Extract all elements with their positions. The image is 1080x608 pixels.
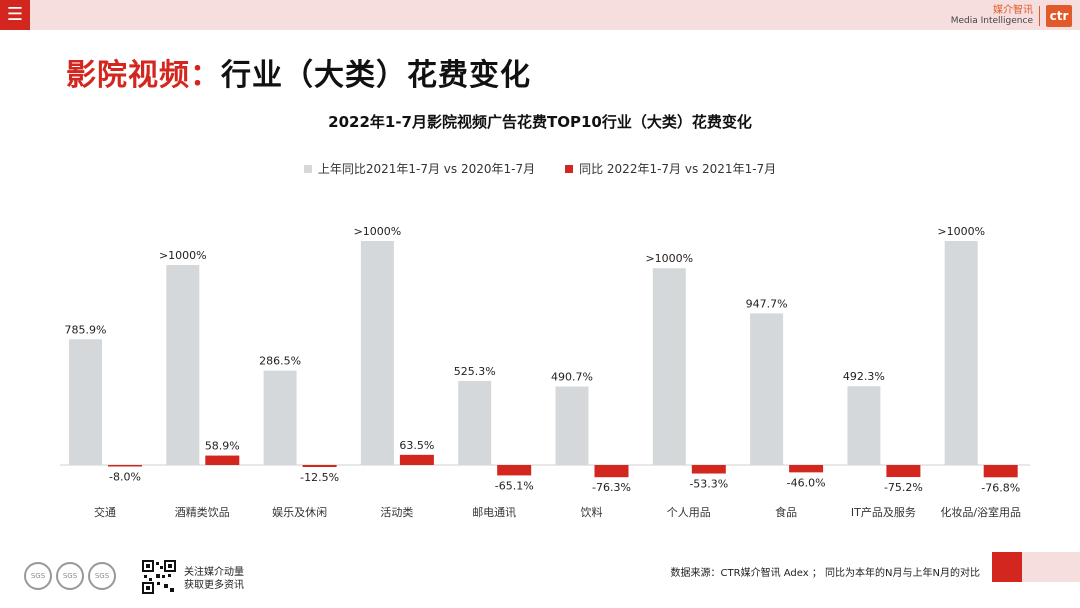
bar-current-year	[886, 465, 921, 478]
chart-legend: 上年同比2021年1-7月 vs 2020年1-7月 同比 2022年1-7月 …	[0, 160, 1080, 177]
bar-prev-year	[166, 265, 200, 465]
qr-code-icon[interactable]	[142, 560, 176, 594]
legend-label-prev-year: 上年同比2021年1-7月 vs 2020年1-7月	[317, 162, 536, 176]
certification-seals: SGS SGS SGS	[24, 562, 116, 590]
footer-pink-block	[1022, 552, 1080, 582]
data-label-current-year: -76.3%	[592, 481, 631, 494]
category-label: 化妆品/浴室用品	[940, 505, 1021, 519]
bar-current-year	[789, 465, 824, 473]
legend-item-current-year: 同比 2022年1-7月 vs 2021年1-7月	[565, 160, 776, 177]
bar-current-year	[302, 465, 337, 467]
data-label-prev-year: >1000%	[937, 225, 985, 238]
legend-swatch-red	[565, 164, 574, 173]
data-label-current-year: 63.5%	[399, 439, 434, 452]
chart-title: 2022年1-7月影院视频广告花费TOP10行业（大类）花费变化	[328, 113, 752, 131]
data-label-current-year: -76.8%	[981, 481, 1020, 494]
ctr-logo: 媒介智讯 Media Intelligence ctr	[951, 4, 1072, 28]
bar-chart: 785.9% -8.0% 交通 >1000% 58.9% 酒精类饮品 286.5% -12.5…	[60, 225, 1030, 519]
menu-icon[interactable]: ☰	[0, 0, 30, 30]
bar-prev-year	[555, 386, 589, 465]
sgs-seal-icon: SGS	[24, 562, 52, 590]
qr-caption: 关注媒介动量 获取更多资讯	[184, 566, 244, 592]
data-label-prev-year: >1000%	[159, 249, 207, 262]
category-label: 饮料	[581, 505, 603, 519]
data-label-current-year: -12.5%	[300, 471, 339, 484]
data-source-note: 数据来源：CTR媒介智讯 Adex ； 同比为本年的N月与上年N月的对比	[670, 568, 980, 579]
bar-current-year	[983, 465, 1018, 478]
category-label: 娱乐及休闲	[272, 505, 327, 519]
bar-current-year	[594, 465, 629, 478]
data-label-current-year: -46.0%	[787, 476, 826, 489]
logo-mark: ctr	[1046, 5, 1072, 27]
sgs-seal-icon: SGS	[88, 562, 116, 590]
sgs-seal-icon: SGS	[56, 562, 84, 590]
category-label: 食品	[775, 505, 797, 519]
bar-current-year	[205, 455, 240, 465]
logo-divider	[1039, 6, 1040, 26]
data-label-prev-year: 785.9%	[65, 323, 107, 336]
data-label-current-year: 58.9%	[205, 440, 240, 453]
data-label-prev-year: 947.7%	[746, 297, 788, 310]
page-title-rest: 行业（大类）花费变化	[221, 58, 531, 93]
bar-prev-year	[847, 386, 881, 465]
bar-current-year	[399, 454, 434, 465]
category-label: 个人用品	[667, 506, 711, 519]
category-label: 邮电通讯	[472, 506, 516, 519]
legend-label-current-year: 同比 2022年1-7月 vs 2021年1-7月	[579, 162, 777, 176]
logo-english: Media Intelligence	[950, 16, 1033, 26]
qr-caption-line1: 关注媒介动量	[184, 567, 244, 578]
bar-prev-year	[360, 241, 394, 465]
bar-current-year	[497, 465, 532, 476]
data-label-prev-year: >1000%	[645, 252, 693, 265]
data-label-prev-year: >1000%	[354, 225, 402, 238]
bar-prev-year	[652, 268, 686, 465]
bar-prev-year	[263, 370, 297, 465]
footer-red-block	[992, 552, 1022, 582]
category-label: 活动类	[380, 505, 413, 519]
page-title: 影院视频：行业（大类）花费变化	[66, 50, 531, 94]
category-label: 交通	[94, 505, 116, 519]
data-label-prev-year: 490.7%	[551, 370, 593, 383]
bar-prev-year	[750, 313, 784, 465]
data-label-current-year: -65.1%	[495, 479, 534, 492]
legend-item-prev-year: 上年同比2021年1-7月 vs 2020年1-7月	[303, 160, 536, 177]
legend-swatch-grey	[303, 164, 312, 173]
bar-prev-year	[458, 380, 492, 465]
data-label-prev-year: 525.3%	[454, 365, 496, 378]
data-label-current-year: -75.2%	[884, 481, 923, 494]
logo-chinese: 媒介智讯	[993, 5, 1033, 16]
data-label-prev-year: 286.5%	[259, 355, 301, 368]
qr-caption-line2: 获取更多资讯	[184, 580, 244, 591]
top-bar	[0, 0, 1080, 30]
bar-current-year	[108, 465, 142, 467]
category-label: IT产品及服务	[851, 505, 916, 519]
category-label: 酒精类饮品	[175, 505, 230, 519]
bar-prev-year	[944, 241, 978, 465]
bar-current-year	[691, 465, 726, 474]
page-title-prefix: 影院视频：	[66, 58, 221, 93]
bar-prev-year	[69, 339, 102, 465]
data-label-current-year: -8.0%	[109, 471, 141, 484]
data-label-prev-year: 492.3%	[843, 370, 885, 383]
data-label-current-year: -53.3%	[689, 478, 728, 491]
